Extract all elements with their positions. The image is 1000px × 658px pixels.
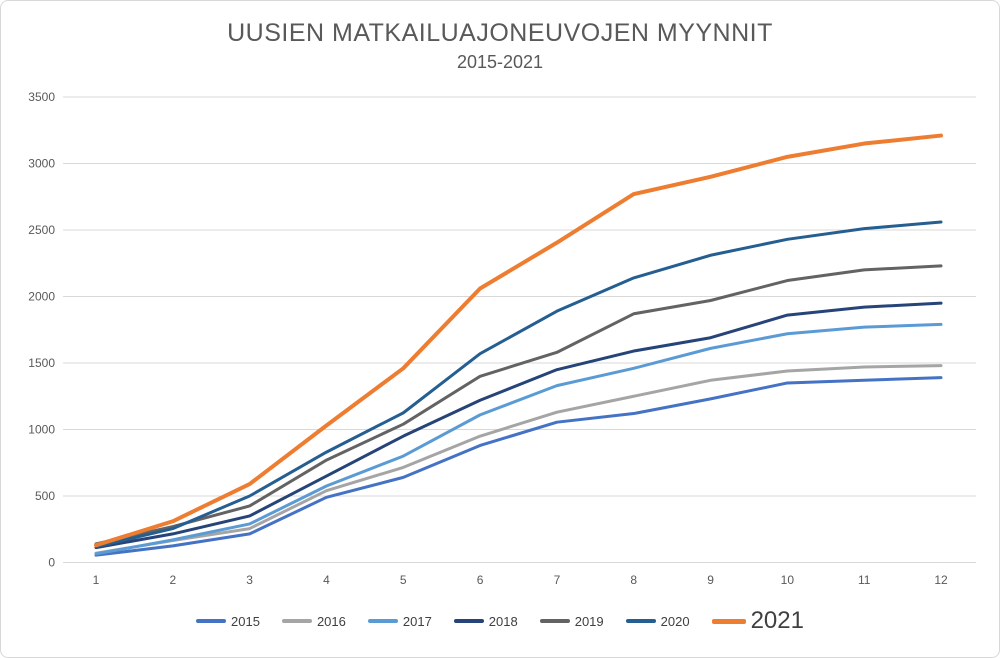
legend-item-2019: 2019 [539,613,604,629]
x-axis-tick-label: 12 [934,573,948,587]
y-axis-tick-label: 3500 [28,90,55,104]
legend-item-2016: 2016 [281,613,346,629]
x-axis-tick-label: 2 [169,573,176,587]
x-axis-tick-label: 8 [630,573,637,587]
legend-line-marker [196,619,227,623]
series-line-2018 [94,301,943,550]
x-axis-tick-label: 9 [707,573,714,587]
series-line-2020 [94,220,943,549]
legend-line-marker [625,619,656,623]
legend-item-2017: 2017 [367,613,432,629]
legend-line-marker [711,618,746,624]
x-axis-tick-label: 5 [400,573,407,587]
legend-label: 2017 [402,613,432,629]
chart-subtitle: 2015-2021 [456,52,544,72]
legend-line-marker [453,619,484,623]
series-line-2019 [94,264,943,546]
x-axis-tick-label: 10 [781,573,795,587]
legend-label: 2020 [660,613,690,629]
legend-label: 2016 [316,613,346,629]
series-line-2021 [94,133,943,548]
series-line-2015 [94,376,943,557]
x-axis-tick-label: 4 [323,573,330,587]
chart-title: UUSIEN MATKAILUAJONEUVOJEN MYYNNIT [227,19,773,47]
legend-line-marker [281,619,312,623]
legend-label: 2021 [750,607,804,634]
legend-label: 2018 [488,613,518,629]
y-axis-tick-label: 1500 [28,356,55,370]
chart-legend: 2015 2016 2017 2018 2019 2020 2021 [1,607,999,635]
legend-item-2018: 2018 [453,613,518,629]
legend-label: 2015 [231,613,260,629]
y-axis-tick-label: 0 [48,556,55,570]
legend-item-2015: 2015 [196,614,260,629]
y-axis-tick-label: 1000 [28,423,55,437]
series-line-2017 [94,322,943,556]
y-axis-tick-label: 2500 [28,223,55,237]
x-axis-tick-label: 1 [93,573,100,587]
x-axis-tick-label: 6 [477,573,484,587]
legend-item-2020: 2020 [625,613,690,629]
x-axis-tick-label: 3 [246,573,253,587]
y-axis-tick-label: 3000 [28,157,55,171]
x-axis-tick-label: 11 [858,573,871,587]
y-axis-tick-label: 2000 [28,290,55,304]
legend-item-2021: 2021 [711,607,804,635]
legend-line-marker [539,619,570,623]
x-axis-tick-label: 7 [554,573,561,587]
legend-line-marker [367,619,398,623]
legend-label: 2019 [574,613,604,629]
y-axis-tick-label: 500 [35,489,55,503]
series-line-2016 [94,364,943,555]
